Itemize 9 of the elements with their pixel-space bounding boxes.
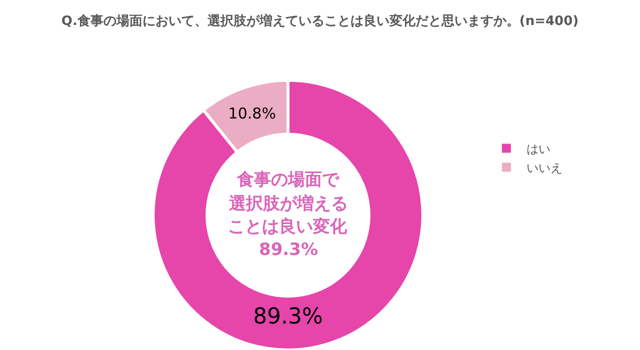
text: 食事の場面で [236, 170, 340, 190]
data-label: 10.8% [228, 104, 276, 122]
legend-label: はい [526, 142, 550, 156]
legend-label: いいえ [526, 160, 562, 175]
text: 選択肢が増える [229, 193, 348, 214]
chart-title: Q.食事の場面において、選択肢が増えていることは良い変化だと思いますか。(n=400) [61, 12, 579, 29]
data-label: 89.3% [253, 304, 323, 330]
text: ことは良い変化 [228, 217, 348, 237]
text: 89.3% [259, 240, 318, 260]
